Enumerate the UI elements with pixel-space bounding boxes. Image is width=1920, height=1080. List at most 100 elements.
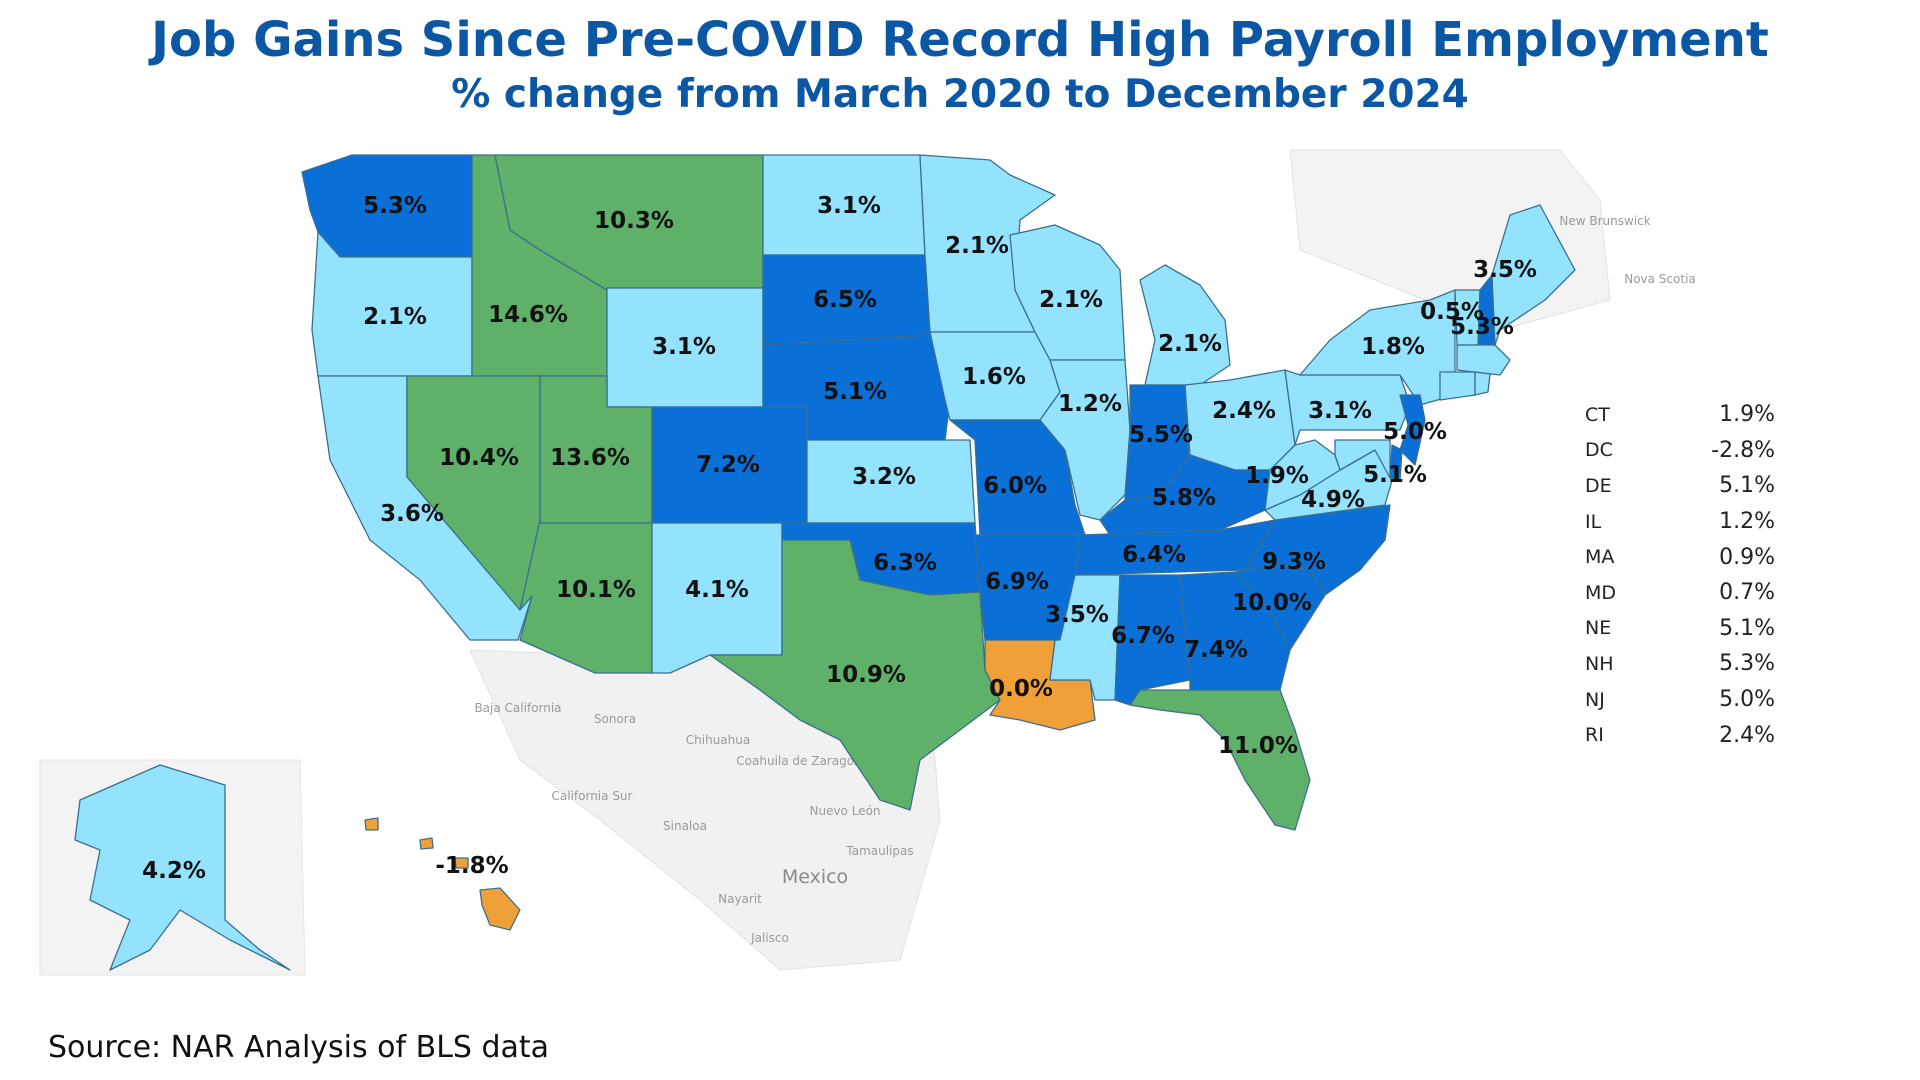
- state-value-label-NY: 1.8%: [1361, 334, 1425, 360]
- state-RI: [1474, 371, 1491, 396]
- state-value-label-FL: 11.0%: [1218, 733, 1298, 759]
- state-value-label-WI: 2.1%: [1039, 287, 1103, 313]
- state-value-label-MT: 10.3%: [594, 208, 674, 234]
- state-value-label-IA: 1.6%: [962, 364, 1026, 390]
- state-value-label-CA: 3.6%: [380, 501, 444, 527]
- legend-value: 1.9%: [1719, 402, 1775, 428]
- map-subtitle: % change from March 2020 to December 202…: [451, 72, 1469, 117]
- legend-code: MD: [1585, 581, 1617, 604]
- state-value-label-MN: 2.1%: [945, 233, 1009, 259]
- legend-row: NH 5.3%: [1585, 646, 1775, 682]
- basemap-label-chihuahua: Chihuahua: [686, 733, 750, 747]
- legend-code: CT: [1585, 403, 1610, 426]
- legend-code: NH: [1585, 652, 1614, 675]
- basemap-label-baja: Baja California: [474, 701, 561, 715]
- legend-code: NE: [1585, 617, 1612, 640]
- basemap-label-mexico: Mexico: [782, 866, 848, 888]
- state-value-label-GA: 7.4%: [1184, 637, 1248, 663]
- state-value-label-HI: -1.8%: [435, 853, 508, 879]
- state-value-label-OR: 2.1%: [363, 304, 427, 330]
- legend-code: NJ: [1585, 688, 1605, 711]
- legend-code: DC: [1585, 439, 1613, 462]
- state-value-label-SC: 10.0%: [1232, 590, 1312, 616]
- basemap-label-sonora: Sonora: [594, 712, 636, 726]
- source-note: Source: NAR Analysis of BLS data: [48, 1030, 550, 1065]
- legend-row: MD 0.7%: [1585, 575, 1775, 611]
- basemap-label-tamaulipas: Tamaulipas: [845, 844, 913, 858]
- state-MD: [1334, 439, 1391, 479]
- state-value-label-TN: 6.4%: [1122, 542, 1186, 568]
- legend-value: 2.4%: [1719, 722, 1775, 748]
- state-value-label-AK: 4.2%: [142, 858, 206, 884]
- state-value-label-SD: 6.5%: [813, 287, 877, 313]
- legend-value: -2.8%: [1711, 437, 1775, 463]
- legend-code: IL: [1585, 510, 1602, 533]
- state-value-label-LA: 0.0%: [989, 676, 1053, 702]
- state-value-label-AL: 6.7%: [1111, 623, 1175, 649]
- state-value-label-DE: 5.1%: [1363, 462, 1427, 488]
- legend-row: DC -2.8%: [1585, 433, 1775, 469]
- state-value-labels: 5.3% 2.1% 3.6% 14.6% 10.4% 10.3% 3.1% 13.6% 10.1…: [142, 193, 1537, 884]
- state-value-label-OK: 6.3%: [873, 550, 937, 576]
- state-MA: [1456, 344, 1511, 376]
- state-value-label-KY: 5.8%: [1152, 485, 1216, 511]
- legend-row: DE 5.1%: [1585, 468, 1775, 504]
- basemap-label-coahuila: Coahuila de Zaragoza: [736, 754, 867, 768]
- map-title: Job Gains Since Pre-COVID Record High Pa…: [151, 12, 1769, 68]
- legend-code: MA: [1585, 546, 1615, 569]
- state-value-label-NJ: 5.0%: [1383, 419, 1447, 445]
- state-value-label-IL: 1.2%: [1058, 391, 1122, 417]
- legend-value: 5.0%: [1719, 687, 1775, 713]
- state-value-label-MO: 6.0%: [983, 473, 1047, 499]
- state-value-label-AR: 6.9%: [985, 569, 1049, 595]
- state-value-label-MS: 3.5%: [1045, 602, 1109, 628]
- basemap-label-nuevo-leon: Nuevo León: [809, 804, 880, 818]
- basemap-label-sinaloa: Sinaloa: [663, 819, 707, 833]
- state-value-label-CO: 7.2%: [696, 452, 760, 478]
- state-AK: [74, 764, 291, 971]
- state-value-label-PA: 3.1%: [1308, 398, 1372, 424]
- legend-value: 5.1%: [1719, 615, 1775, 641]
- state-value-label-WY: 3.1%: [652, 334, 716, 360]
- state-value-label-NC: 9.3%: [1262, 549, 1326, 575]
- state-value-label-VT: 0.5%: [1420, 299, 1484, 325]
- state-value-label-MI: 2.1%: [1158, 331, 1222, 357]
- basemap-label-new-brunswick: New Brunswick: [1559, 214, 1650, 228]
- legend-row: NJ 5.0%: [1585, 682, 1775, 718]
- state-value-label-VA: 4.9%: [1301, 487, 1365, 513]
- state-value-label-KS: 3.2%: [852, 464, 916, 490]
- legend-row: RI 2.4%: [1585, 717, 1775, 753]
- state-value-label-NH: 5.3%: [1450, 314, 1514, 340]
- state-value-label-UT: 13.6%: [550, 445, 630, 471]
- legend-row: CT 1.9%: [1585, 397, 1775, 433]
- legend-value: 0.7%: [1719, 580, 1775, 606]
- legend-row: IL 1.2%: [1585, 504, 1775, 540]
- state-value-label-ID: 14.6%: [488, 302, 568, 328]
- legend-row: MA 0.9%: [1585, 539, 1775, 575]
- state-value-label-ME: 3.5%: [1473, 257, 1537, 283]
- legend-value: 5.1%: [1719, 473, 1775, 499]
- state-value-label-TX: 10.9%: [826, 662, 906, 688]
- state-value-label-IN: 5.5%: [1129, 422, 1193, 448]
- state-value-label-AZ: 10.1%: [556, 577, 636, 603]
- basemap-label-nayarit: Nayarit: [718, 892, 762, 906]
- state-IL: [1039, 359, 1131, 521]
- state-NJ: [1399, 394, 1426, 466]
- state-HI: [364, 817, 521, 931]
- basemap-label-california-sur: California Sur: [552, 789, 633, 803]
- basemap-label-jalisco: Jalisco: [750, 931, 789, 945]
- state-FL: [1129, 689, 1311, 831]
- legend-value: 5.3%: [1719, 651, 1775, 677]
- state-value-label-NV: 10.4%: [439, 445, 519, 471]
- state-value-label-WV: 1.9%: [1245, 463, 1309, 489]
- legend-row: NE 5.1%: [1585, 611, 1775, 647]
- state-value-label-NE: 5.1%: [823, 379, 887, 405]
- state-CT: [1439, 371, 1476, 401]
- state-value-label-NM: 4.1%: [685, 577, 749, 603]
- state-ME: [1491, 204, 1576, 346]
- state-value-label-OH: 2.4%: [1212, 398, 1276, 424]
- legend-code: RI: [1585, 724, 1604, 747]
- basemap-label-nova-scotia: Nova Scotia: [1624, 272, 1696, 286]
- state-TX: [709, 539, 1001, 811]
